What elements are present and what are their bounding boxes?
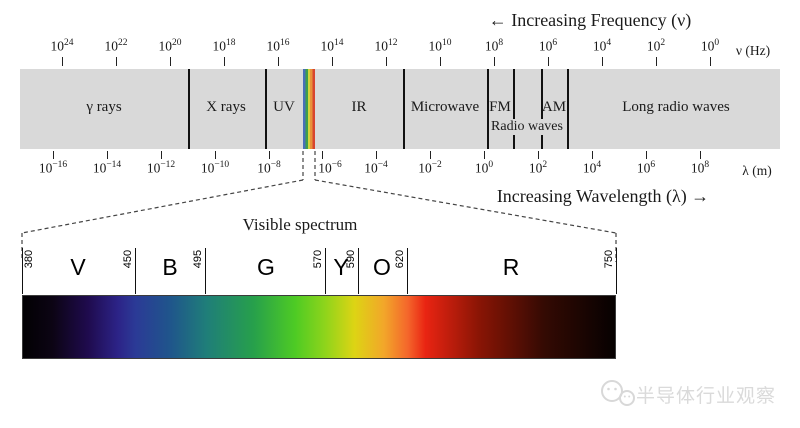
- band-divider: [513, 69, 515, 149]
- freq-tick: [602, 57, 603, 66]
- increasing-wavelength-label: Increasing Wavelength (λ) →: [496, 186, 710, 206]
- visible-spectrum-title: Visible spectrum: [242, 215, 358, 234]
- wavelength-tick-label: 102: [528, 160, 548, 176]
- wavelength-tick: [430, 151, 431, 159]
- visible-spectrum-bar: [22, 295, 616, 359]
- region-x-rays: X rays: [206, 99, 246, 115]
- wavelength-tick-label: 10−16: [38, 160, 68, 176]
- freq-tick-label: 108: [484, 38, 504, 54]
- band-divider: [541, 69, 543, 149]
- freq-tick-label: 100: [700, 38, 720, 54]
- wavelength-nm-label: 620: [394, 249, 406, 269]
- segment-red: R: [502, 254, 520, 280]
- wavelength-nm-label: 750: [603, 249, 615, 269]
- freq-tick-label: 1016: [266, 38, 290, 54]
- region-am: AM: [541, 99, 567, 115]
- freq-tick-label: 106: [538, 38, 558, 54]
- wavelength-tick-label: 10−6: [318, 160, 342, 176]
- wavelength-tick: [107, 151, 108, 159]
- freq-tick-label: 104: [592, 38, 612, 54]
- freq-tick: [440, 57, 441, 66]
- freq-tick-label: 1020: [158, 38, 182, 54]
- freq-tick-label: 102: [646, 38, 666, 54]
- wavelength-tick: [484, 151, 485, 159]
- band-divider: [265, 69, 267, 149]
- wavelength-tick: [646, 151, 647, 159]
- increasing-frequency-label: ← Increasing Frequency (ν): [488, 10, 692, 30]
- wavelength-tick-label: 10−12: [146, 160, 176, 176]
- wavelength-tick: [53, 151, 54, 159]
- freq-tick: [116, 57, 117, 66]
- spectrum-band: γ rays X rays UV IR Microwave FM AM Long…: [20, 69, 780, 149]
- region-radio-waves: Radio waves: [489, 119, 565, 135]
- freq-tick: [710, 57, 711, 66]
- wavelength-tick-label: 10−14: [92, 160, 122, 176]
- visible-boundary-line: [616, 248, 617, 294]
- visible-boundary-line: [407, 248, 408, 294]
- wavelength-nm-label: 380: [23, 249, 35, 269]
- band-divider: [188, 69, 190, 149]
- wavelength-tick: [538, 151, 539, 159]
- freq-tick: [548, 57, 549, 66]
- freq-tick: [494, 57, 495, 66]
- wavelength-tick-label: 104: [582, 160, 602, 176]
- segment-green: G: [257, 254, 275, 280]
- region-microwave: Microwave: [410, 99, 480, 115]
- wavelength-tick: [376, 151, 377, 159]
- freq-tick: [278, 57, 279, 66]
- freq-tick: [386, 57, 387, 66]
- band-divider: [487, 69, 489, 149]
- frequency-unit-label: ν (Hz): [735, 43, 771, 58]
- wavelength-tick-label: 10−4: [364, 160, 388, 176]
- segment-orange: O: [373, 254, 391, 280]
- region-long-radio-waves: Long radio waves: [622, 99, 730, 115]
- wavelength-tick-label: 10−10: [200, 160, 230, 176]
- wavelength-tick: [215, 151, 216, 159]
- segment-blue: B: [162, 254, 178, 280]
- visible-boundary-line: [358, 248, 359, 294]
- freq-tick: [170, 57, 171, 66]
- wavelength-tick: [592, 151, 593, 159]
- wavelength-tick-label: 106: [636, 160, 656, 176]
- wavelength-tick-label: 100: [474, 160, 494, 176]
- freq-tick: [332, 57, 333, 66]
- visible-light-strip: [303, 69, 315, 149]
- visible-boundary-line: [325, 248, 326, 294]
- visible-boundary-line: [205, 248, 206, 294]
- watermark-logo-icon: [601, 380, 635, 406]
- region-ir: IR: [351, 99, 367, 115]
- wavelength-tick: [269, 151, 270, 159]
- wavelength-tick-label: 10−2: [418, 160, 442, 176]
- watermark-text: 半导体行业观察: [636, 385, 777, 407]
- freq-tick: [656, 57, 657, 66]
- freq-tick-label: 1018: [212, 38, 236, 54]
- freq-tick-label: 1024: [50, 38, 74, 54]
- freq-tick-label: 1014: [320, 38, 344, 54]
- region-gamma-rays: γ rays: [86, 99, 122, 115]
- freq-tick: [224, 57, 225, 66]
- wavelength-nm-label: 450: [122, 249, 134, 269]
- band-divider: [567, 69, 569, 149]
- wavelength-tick: [161, 151, 162, 159]
- region-fm: FM: [489, 99, 511, 115]
- freq-tick-label: 1012: [374, 38, 398, 54]
- freq-tick-label: 1022: [104, 38, 128, 54]
- freq-tick: [62, 57, 63, 66]
- wavelength-tick: [700, 151, 701, 159]
- wavelength-tick-label: 10−8: [257, 160, 281, 176]
- wavelength-nm-label: 570: [312, 249, 324, 269]
- visible-boundary-line: [135, 248, 136, 294]
- visible-boundary-line: [22, 248, 23, 294]
- region-uv: UV: [273, 99, 295, 115]
- wavelength-unit-label: λ (m): [742, 163, 772, 178]
- segment-yellow: Y: [333, 254, 349, 280]
- freq-tick-label: 1010: [428, 38, 452, 54]
- wavelength-tick: [322, 151, 323, 159]
- segment-violet: V: [70, 254, 86, 280]
- wavelength-tick-label: 108: [690, 160, 710, 176]
- wavelength-nm-label: 495: [192, 249, 204, 269]
- band-divider: [403, 69, 405, 149]
